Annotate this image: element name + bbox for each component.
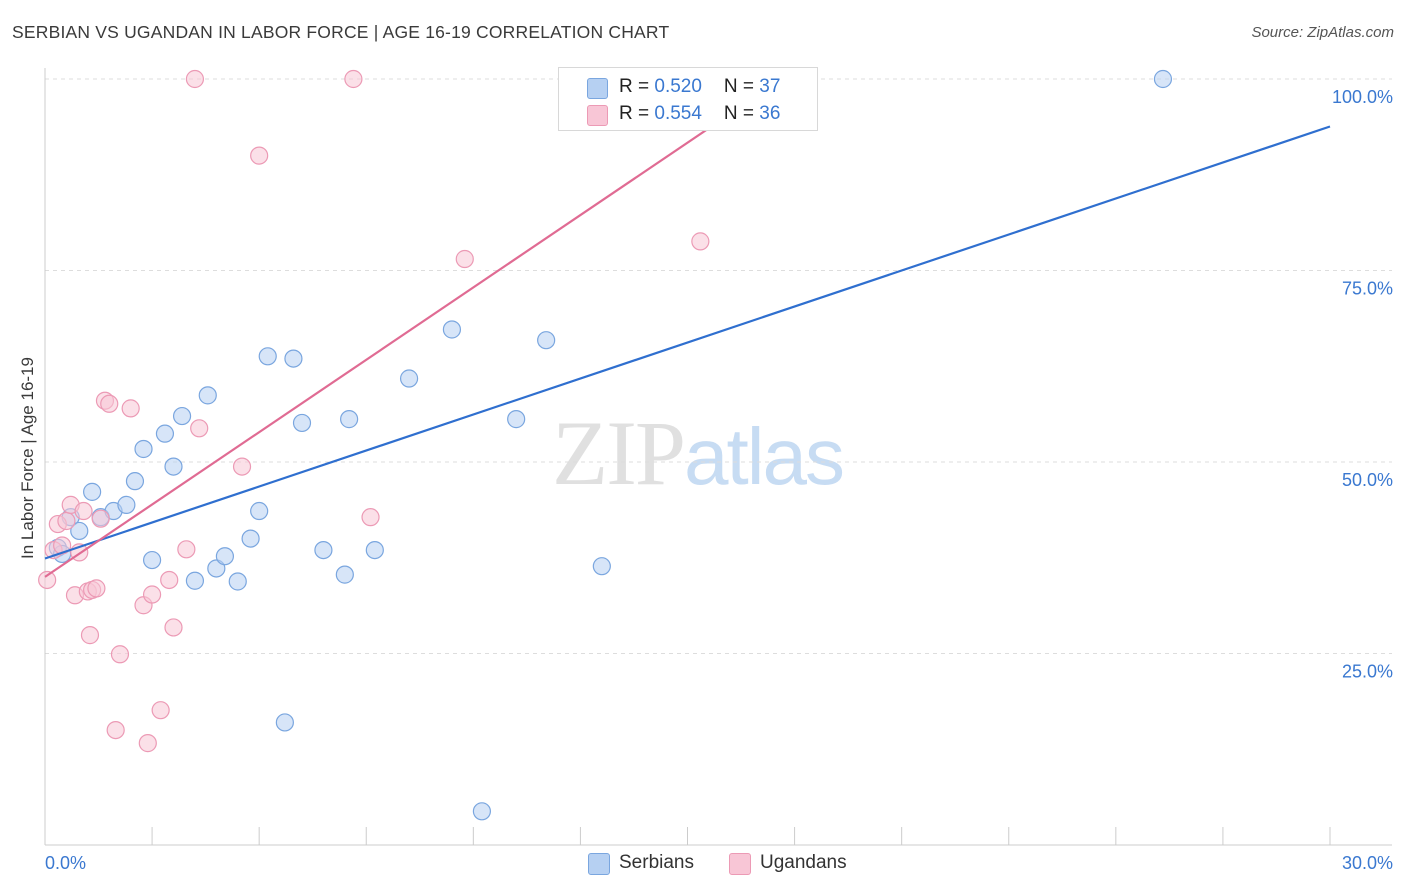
serbians-point [284,349,303,368]
serbians-point [142,550,162,570]
y-axis-label: In Labor Force | Age 16-19 [18,357,37,559]
serbians-r-label: R = [619,76,655,97]
y-tick-label: 100.0% [1332,87,1393,107]
y-tick-label: 50.0% [1342,470,1393,490]
chart-title: SERBIAN VS UGANDAN IN LABOR FORCE | AGE … [12,22,670,42]
serbians-r-value: 0.520 [654,76,702,97]
serbians-point [399,369,419,388]
bottom-serbians-swatch [588,853,610,875]
serbians-point [228,572,247,591]
ugandans-point [232,457,252,476]
ugandans-point [110,645,130,664]
serbians-point [155,424,175,443]
ugandans-point [121,399,140,418]
ugandans-point [74,501,93,521]
serbians-swatch [587,78,608,99]
axis-layer [44,68,1392,846]
serbians-stats: R = 0.520 N = 37 [619,76,780,98]
ugandans-stats: R = 0.554 N = 36 [619,103,780,125]
ugandans-point [57,511,76,531]
serbians-point [442,320,462,339]
watermark-zip: ZIP [552,402,686,504]
ugandans-point [100,394,119,413]
watermark: ZIPatlas [552,400,845,506]
ugandans-point [177,540,196,559]
ugandans-n-label: N = [723,103,760,124]
ugandans-point [151,701,170,720]
y-tick-label: 75.0% [1342,279,1393,299]
ugandans-point [87,579,106,598]
serbians-point [275,713,294,732]
x-tick-label-max: 30.0% [1342,853,1393,873]
ugandans-point [190,419,209,438]
serbians-point [185,571,205,590]
grid-layer [45,78,1392,654]
serbians-point [258,347,277,366]
serbians-n-label: N = [723,76,760,97]
ugandans-point [455,249,474,269]
serbians-point [335,565,354,584]
ugandans-point [106,720,125,740]
serbians-point [292,413,312,433]
serbians-point [250,501,269,521]
trend-layer [44,78,1331,578]
watermark-atlas: atlas [684,412,845,501]
ugandans-point [91,509,110,528]
serbians-point [117,495,136,514]
serbians-point [314,540,333,560]
serbians-point [172,406,192,426]
ugandans-point [691,232,710,251]
ugandans-point [142,585,162,604]
source-label: Source: ZipAtlas.com [1251,24,1394,41]
ugandans-point [250,146,269,165]
serbians-point [164,457,183,476]
points-layer [38,69,1173,821]
ugandans-n-value: 36 [759,103,781,124]
serbians-point [592,557,611,576]
serbians-point [507,410,526,429]
serbians-point [1153,69,1173,89]
ugandans-point [38,570,57,590]
ugandans-point [80,626,100,645]
serbians-point [83,482,102,501]
serbians-point [340,410,359,429]
ugandans-point [185,69,205,89]
serbians-n-value: 37 [759,76,781,97]
ugandans-point [138,734,157,753]
x-tick-label-min: 0.0% [45,853,86,873]
bottom-serbians-label: Serbians [619,852,694,873]
serbians-point [241,529,260,548]
serbians-point [198,386,217,405]
serbians-point [134,439,153,459]
ugandans-point [164,618,183,637]
ugandans-trend-line [44,78,783,578]
label-layer: 25.0% 50.0% 75.0% 100.0% 0.0% 30.0% [45,87,1393,873]
ugandans-point [160,570,179,590]
serbians-point [537,331,556,350]
ugandans-point [53,536,72,555]
ugandans-point [344,69,363,89]
ugandans-point [361,508,380,527]
serbians-point [70,521,89,541]
serbians-point [125,472,145,491]
ugandans-r-label: R = [619,103,655,124]
ugandans-swatch [587,105,608,126]
serbians-point [365,540,384,560]
y-tick-label: 25.0% [1342,662,1393,682]
bottom-ugandans-label: Ugandans [760,852,847,873]
serbians-point [215,547,234,566]
correlation-legend: R = 0.520 N = 37 R = 0.554 N = 36 [558,67,818,131]
ugandans-r-value: 0.554 [654,103,702,124]
serbians-trend-line [44,125,1331,560]
bottom-ugandans-swatch [729,853,751,875]
serbians-point [472,802,491,821]
